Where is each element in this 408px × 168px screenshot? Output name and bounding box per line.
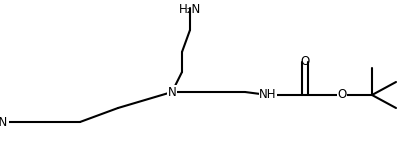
Text: H₂N: H₂N [179, 3, 201, 16]
Text: O: O [300, 55, 310, 68]
Text: O: O [337, 89, 347, 101]
Text: H₂N: H₂N [0, 116, 8, 129]
Text: N: N [168, 86, 176, 98]
Text: NH: NH [259, 89, 277, 101]
